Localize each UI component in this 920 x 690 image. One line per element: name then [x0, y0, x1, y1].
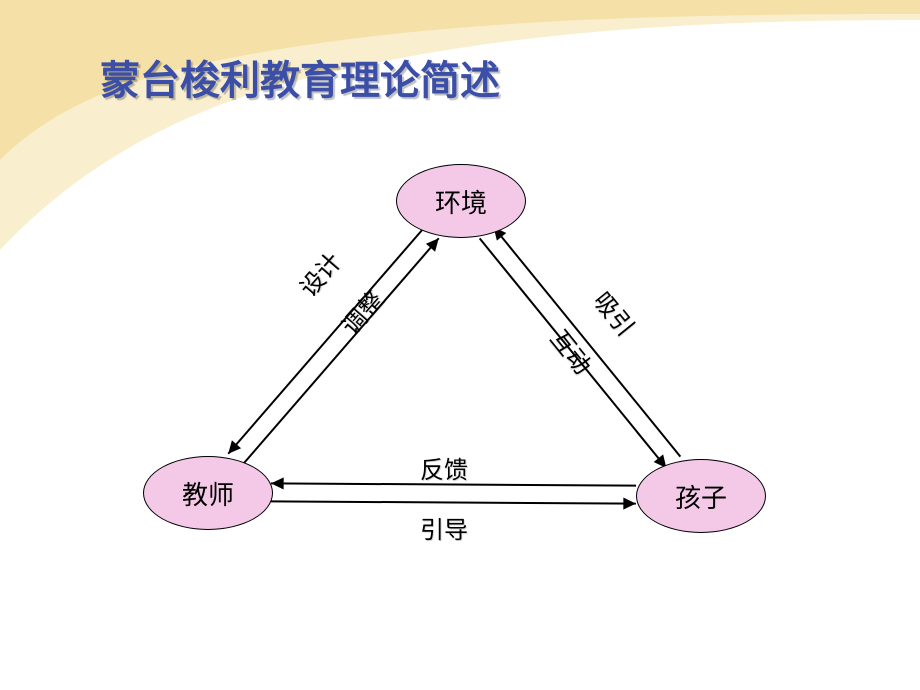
- node-environment-label: 环境: [435, 183, 487, 220]
- slide: 蒙台梭利教育理论简述 环境 教师 孩子 设计 调整 吸引 互动 反馈 引导: [0, 0, 920, 690]
- node-child: 孩子: [636, 459, 766, 533]
- edge-arrowhead: [623, 497, 636, 509]
- node-teacher-label: 教师: [182, 475, 234, 512]
- edge-arrowhead: [271, 477, 284, 489]
- node-teacher: 教师: [143, 456, 273, 530]
- edge-line: [271, 501, 636, 503]
- node-child-label: 孩子: [675, 478, 727, 515]
- node-environment: 环境: [396, 164, 526, 238]
- edge-label-feedback: 反馈: [420, 450, 468, 485]
- edge-label-guide: 引导: [420, 510, 468, 545]
- slide-title: 蒙台梭利教育理论简述: [100, 48, 500, 106]
